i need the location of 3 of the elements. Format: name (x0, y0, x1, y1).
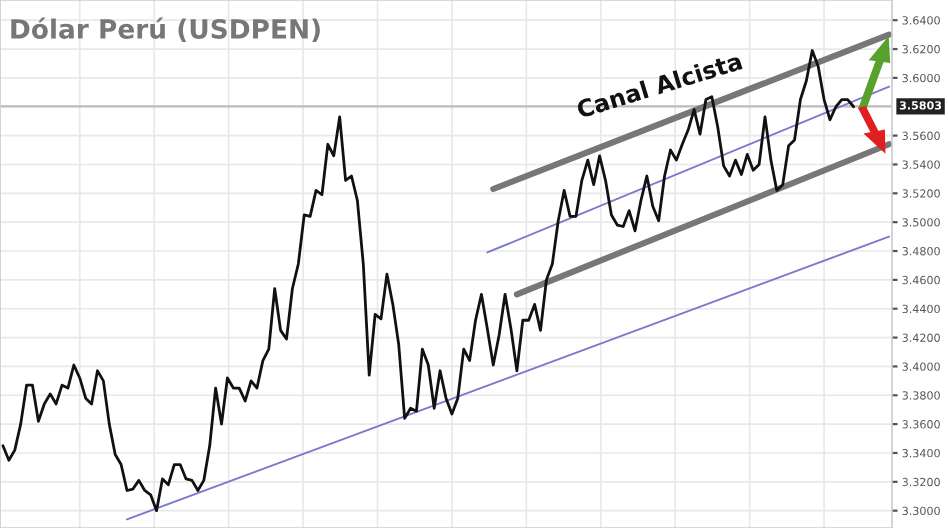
text: Dólar Perú (USDPEN) (11, 17, 320, 43)
annotation: Canal Alcista (575, 51, 743, 119)
line-series (1, 49, 855, 513)
